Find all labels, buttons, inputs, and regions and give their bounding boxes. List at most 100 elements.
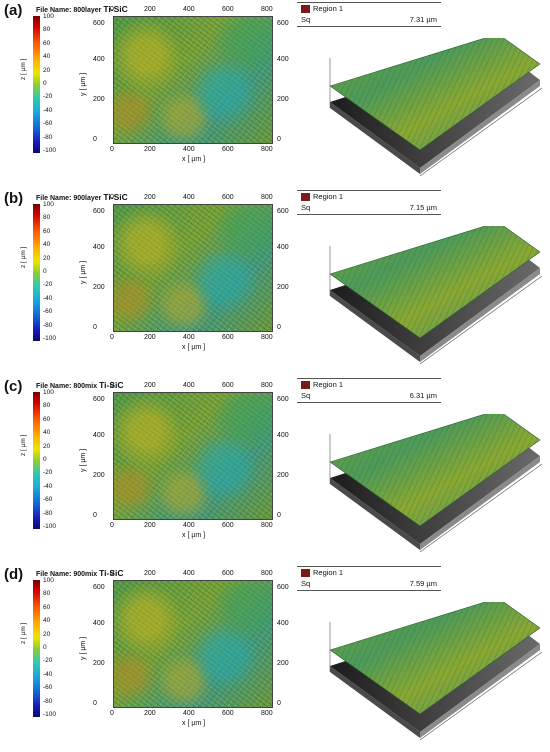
surface-3d-plot [329,602,543,741]
colorbar-tick: 100 [43,389,54,396]
colorbar-tick: 0 [43,268,47,275]
region-box: Region 1 Sq 6.31 µm [297,378,441,403]
colorbar-tick: 60 [43,39,51,47]
map-right-tick: 400 [277,432,289,439]
colorbar-tick: 80 [43,214,51,222]
colorbar-tick: -100 [43,523,57,530]
colorbar-tick: 60 [43,227,51,235]
surface-texture [330,226,540,338]
region-name: Region 1 [313,4,344,13]
map-bottom-tick: 200 [144,522,156,529]
map-right-tick: 200 [277,96,289,103]
z-colorbar [33,16,40,153]
surface-base-side [420,456,540,550]
panel-label: (b) [4,190,24,207]
surface-x-axis [419,275,543,365]
map-bottom-tick: 200 [144,710,156,717]
map-bottom-tick: 600 [222,334,234,341]
file-name-prefix: File Name: 900mix [36,571,98,578]
colorbar-tick: 20 [43,442,51,450]
region-top-rule [297,566,441,567]
material-name: Ti-SiC [99,568,124,578]
colorbar-label: z [ µm ] [20,434,27,456]
map-right-tick: 600 [277,396,289,403]
map-bottom-tick: 400 [183,710,195,717]
map-top-tick: 600 [222,194,234,201]
sq-label: Sq [301,203,311,212]
map-left-tick: 600 [93,584,105,591]
file-name: File Name: 800mix Ti-SiC [36,380,124,390]
map-bottom-tick: 600 [222,710,234,717]
map-top-tick: 200 [144,6,156,13]
colorbar-tick: 20 [43,66,51,74]
map-bottom-tick: 600 [222,146,234,153]
region-swatch [301,381,310,389]
region-box: Region 1 Sq 7.59 µm [297,566,441,591]
map-left-tick: 600 [93,396,105,403]
region-top-rule [297,378,441,379]
map-left-tick: 200 [93,660,105,667]
surface-texture [330,414,540,526]
figure-panel: (c) File Name: 800mix Ti-SiC 100 80 60 40 20 0 -2… [0,376,550,556]
map-top-tick: 800 [261,6,273,13]
map-left-tick: 0 [93,700,97,707]
region-swatch [301,569,310,577]
map-y-label: y [ µm ] [80,72,87,96]
surface-x-axis [419,87,543,177]
colorbar-tick: -40 [43,482,53,490]
material-name: Ti-SiC [103,192,128,202]
colorbar-tick: -60 [43,684,53,692]
colorbar-tick: 20 [43,630,51,638]
z-colorbar [33,392,40,529]
region-swatch [301,193,310,201]
map-y-label: y [ µm ] [80,636,87,660]
file-name: File Name: 900layer Ti-SiC [36,192,128,202]
map-top-tick: 400 [183,382,195,389]
map-bottom-tick: 0 [110,522,114,529]
colorbar-tick: -20 [43,469,53,477]
region-name: Region 1 [313,380,344,389]
sq-row: Sq 7.15 µm [297,203,441,215]
colorbar-label: z [ µm ] [20,58,27,80]
figure-panel: (d) File Name: 900mix Ti-SiC 100 80 60 40 20 0 -2… [0,564,550,744]
map-bottom-tick: 400 [183,522,195,529]
map-left-tick: 600 [93,208,105,215]
material-name: Ti-SiC [103,4,128,14]
map-x-label: x [ µm ] [182,720,206,727]
colorbar-tick: -40 [43,670,53,678]
map-right-tick: 0 [277,700,281,707]
colorbar-tick: 80 [43,402,51,410]
file-name-prefix: File Name: 800mix [36,383,98,390]
file-name-prefix: File Name: 900layer [36,195,102,202]
map-right-tick: 0 [277,136,281,143]
colorbar-tick: 100 [43,201,54,208]
figure-panel: (b) File Name: 900layer Ti-SiC 100 80 60 40 20 0… [0,188,550,368]
region-top-rule [297,190,441,191]
map-top-tick: 200 [144,194,156,201]
map-y-label: y [ µm ] [80,448,87,472]
height-map [113,580,273,708]
map-x-label: x [ µm ] [182,344,206,351]
map-bottom-tick: 0 [110,710,114,717]
map-right-tick: 0 [277,324,281,331]
map-bottom-tick: 800 [261,146,273,153]
sq-value: 7.15 µm [409,203,437,212]
file-name: File Name: 900mix Ti-SiC [36,568,124,578]
colorbar-tick: -80 [43,697,53,705]
colorbar-tick: -80 [43,509,53,517]
surface-texture [330,38,540,150]
colorbar-tick: 0 [43,80,47,87]
sq-row: Sq 7.31 µm [297,15,441,27]
sq-row: Sq 6.31 µm [297,391,441,403]
map-right-tick: 600 [277,20,289,27]
map-left-tick: 400 [93,432,105,439]
map-bottom-tick: 600 [222,522,234,529]
z-colorbar [33,204,40,341]
surface-base-side [420,644,540,738]
colorbar-tick: -100 [43,711,57,718]
map-top-tick: 600 [222,6,234,13]
colorbar-tick: 100 [43,13,54,20]
sq-value: 7.31 µm [409,15,437,24]
map-top-tick: 400 [183,194,195,201]
map-x-label: x [ µm ] [182,156,206,163]
